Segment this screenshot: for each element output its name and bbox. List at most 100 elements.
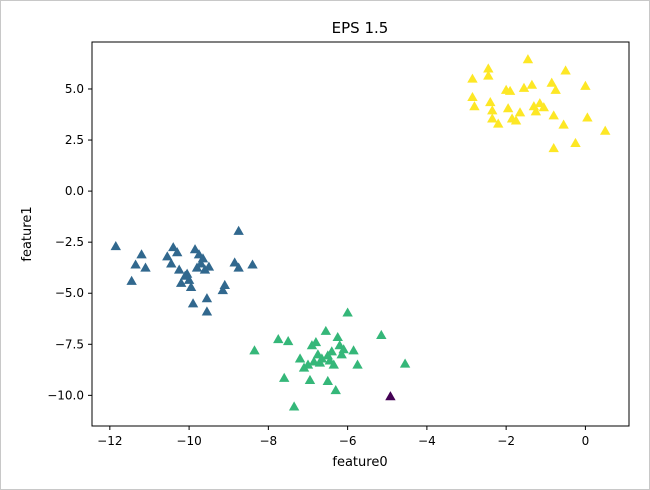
data-point — [233, 225, 244, 235]
data-point — [558, 119, 569, 129]
data-point — [172, 247, 183, 257]
data-point — [493, 118, 504, 128]
data-point — [510, 115, 522, 125]
data-point — [560, 65, 571, 75]
data-point — [168, 242, 179, 252]
y-tick-label: −5.0 — [55, 286, 84, 300]
data-point — [570, 137, 581, 148]
data-point — [582, 112, 593, 122]
data-point — [288, 401, 300, 411]
data-point — [485, 97, 496, 107]
data-point — [233, 262, 244, 272]
plot-area — [91, 41, 630, 427]
data-point — [504, 85, 516, 95]
data-point — [330, 385, 341, 395]
data-point — [483, 63, 494, 73]
x-tick-label: −4 — [418, 434, 436, 448]
data-point — [467, 91, 478, 102]
data-point — [518, 82, 530, 92]
data-point — [110, 241, 121, 251]
y-tick-label: 2.5 — [65, 133, 84, 147]
data-point — [332, 331, 343, 342]
data-point — [514, 107, 526, 117]
data-point — [385, 391, 396, 401]
data-point — [580, 80, 591, 90]
data-point — [538, 102, 549, 112]
x-tick-label: 0 — [582, 434, 590, 448]
data-point — [487, 105, 498, 115]
data-point — [282, 336, 294, 346]
x-tick-label: −2 — [497, 434, 515, 448]
x-tick-label: −10 — [176, 434, 201, 448]
chart-title: EPS 1.5 — [332, 19, 389, 37]
y-tick-label: −7.5 — [55, 337, 84, 351]
data-point — [181, 268, 193, 278]
data-point — [249, 345, 260, 355]
y-tick-label: 5.0 — [65, 82, 84, 96]
y-axis: −10.0 −7.5 −5.0 −2.5 0.0 2.5 5.0 — [47, 82, 92, 402]
data-point — [166, 258, 177, 268]
data-point — [247, 259, 258, 269]
data-point — [546, 77, 557, 87]
data-point — [487, 113, 498, 123]
data-point — [130, 259, 141, 269]
data-point — [185, 281, 197, 292]
data-point — [189, 244, 201, 254]
data-point — [229, 257, 240, 267]
x-tick-label: −8 — [260, 434, 278, 448]
data-point — [320, 325, 332, 335]
data-point — [273, 333, 284, 344]
y-tick-label: −2.5 — [55, 235, 84, 249]
data-point — [201, 293, 213, 303]
data-point — [338, 344, 349, 354]
data-point — [526, 79, 538, 89]
data-point — [348, 345, 359, 355]
data-point — [197, 253, 209, 263]
data-point — [308, 356, 320, 366]
data-point — [399, 358, 411, 368]
data-point — [203, 261, 215, 271]
data-point — [376, 329, 387, 340]
data-point — [302, 359, 314, 369]
plot-frame — [91, 41, 630, 427]
y-axis-label: feature1 — [20, 206, 35, 261]
data-point — [502, 103, 514, 113]
data-point — [548, 110, 559, 120]
y-tick-label: 0.0 — [65, 184, 84, 198]
data-point — [175, 277, 187, 287]
data-point — [195, 258, 207, 268]
data-point — [522, 54, 534, 64]
x-tick-label: −12 — [97, 434, 122, 448]
x-axis: −12 −10 −8 −6 −4 −2 0 — [97, 426, 589, 448]
data-point — [294, 353, 306, 363]
data-point — [342, 307, 353, 317]
data-point — [328, 359, 339, 369]
data-point — [304, 374, 316, 384]
data-point — [183, 274, 195, 284]
data-point — [217, 284, 228, 295]
data-point — [162, 251, 173, 261]
data-point — [469, 101, 480, 111]
data-point — [483, 70, 494, 80]
data-point — [352, 359, 363, 369]
data-point — [173, 264, 185, 274]
x-axis-label: feature0 — [332, 455, 387, 470]
data-point — [600, 125, 611, 135]
data-point — [326, 346, 337, 356]
data-point — [140, 262, 151, 272]
data-point — [187, 298, 199, 308]
data-point — [550, 84, 561, 94]
y-tick-label: −10.0 — [47, 388, 84, 402]
data-point — [548, 143, 559, 153]
data-point — [316, 353, 328, 363]
data-point — [336, 349, 347, 359]
data-point — [310, 337, 322, 347]
data-point — [136, 249, 147, 259]
data-point — [201, 306, 213, 316]
data-point — [530, 106, 542, 116]
data-point — [467, 73, 478, 83]
data-point — [279, 372, 290, 382]
data-point — [219, 279, 230, 289]
